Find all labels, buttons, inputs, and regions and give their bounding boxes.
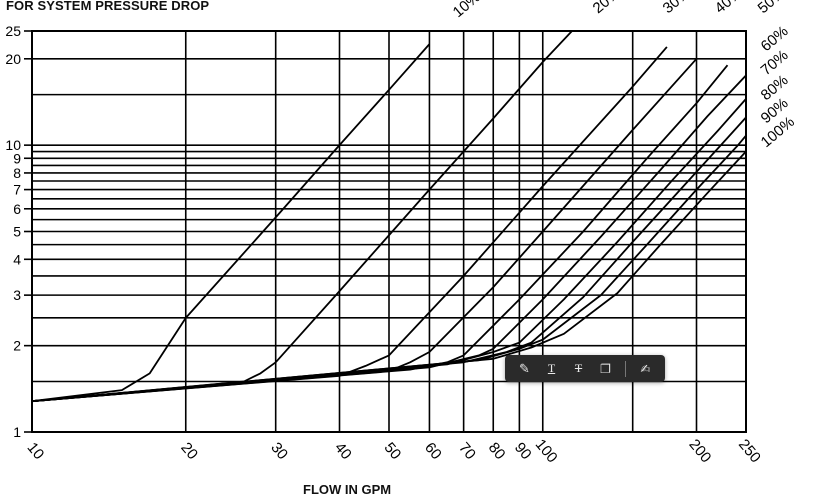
y-tick-label: 9 [13, 150, 21, 166]
series-line [32, 43, 431, 403]
tag-edit-tool-button[interactable]: ✍ [635, 358, 655, 380]
y-tick-label: 6 [13, 201, 21, 217]
toolbar-divider [625, 360, 626, 377]
copy-tool-button[interactable]: ❐ [596, 358, 616, 380]
x-tick-label: 80 [485, 439, 509, 463]
x-tick-label: 20 [177, 439, 201, 463]
x-tick-label: 100 [532, 436, 561, 466]
x-tick-label: 70 [455, 439, 479, 463]
text-tool-button[interactable]: T [542, 358, 562, 380]
x-tick-label: 10 [24, 439, 48, 463]
series-label: 70% [758, 47, 792, 79]
pen-tool-button[interactable]: ✎ [515, 358, 535, 380]
x-tick-label: 60 [421, 439, 445, 463]
copy-icon: ❐ [600, 361, 611, 376]
y-tick-label: 10 [5, 137, 21, 153]
series-line [32, 58, 698, 403]
annotation-toolbar: ✎ T T ❐ ✍ [505, 355, 665, 382]
strikethrough-icon: T [574, 361, 583, 375]
text-icon: T [547, 361, 556, 375]
pen-icon: ✎ [519, 360, 530, 376]
series-label: 60% [758, 23, 792, 55]
y-tick-label: 5 [13, 224, 21, 240]
series-line [32, 46, 668, 403]
x-axis-label: FLOW IN GPM [303, 482, 392, 497]
strikethrough-tool-button[interactable]: T [569, 358, 589, 380]
chart-title: FOR SYSTEM PRESSURE DROP [6, 0, 210, 13]
y-tick-label: 3 [13, 287, 21, 303]
x-tick-label: 40 [331, 439, 355, 463]
y-tick-label: 2 [13, 338, 21, 354]
x-tick-label: 250 [735, 436, 764, 466]
series-label: 40% [712, 0, 746, 17]
y-tick-label: 7 [13, 182, 21, 198]
x-tick-label: 50 [381, 439, 405, 463]
series-label: 10% [450, 0, 484, 21]
y-tick-label: 8 [13, 165, 21, 181]
x-tick-label: 30 [267, 439, 291, 463]
y-tick-label: 20 [5, 51, 21, 67]
x-tick-label: 200 [685, 436, 714, 466]
series-line [32, 98, 746, 403]
series-line [32, 31, 574, 403]
y-tick-label: 4 [13, 251, 21, 267]
y-tick-label: 25 [5, 23, 21, 39]
series-line [32, 116, 746, 403]
series-label: 30% [660, 0, 694, 17]
y-tick-label: 1 [13, 424, 21, 440]
series-line [32, 64, 729, 403]
series-label: 20% [590, 0, 624, 17]
series-line [32, 150, 746, 403]
tag-edit-icon: ✍ [640, 361, 651, 376]
x-tick-label: 90 [511, 439, 535, 463]
series-label: 50% [755, 0, 789, 17]
series-line [32, 135, 746, 403]
